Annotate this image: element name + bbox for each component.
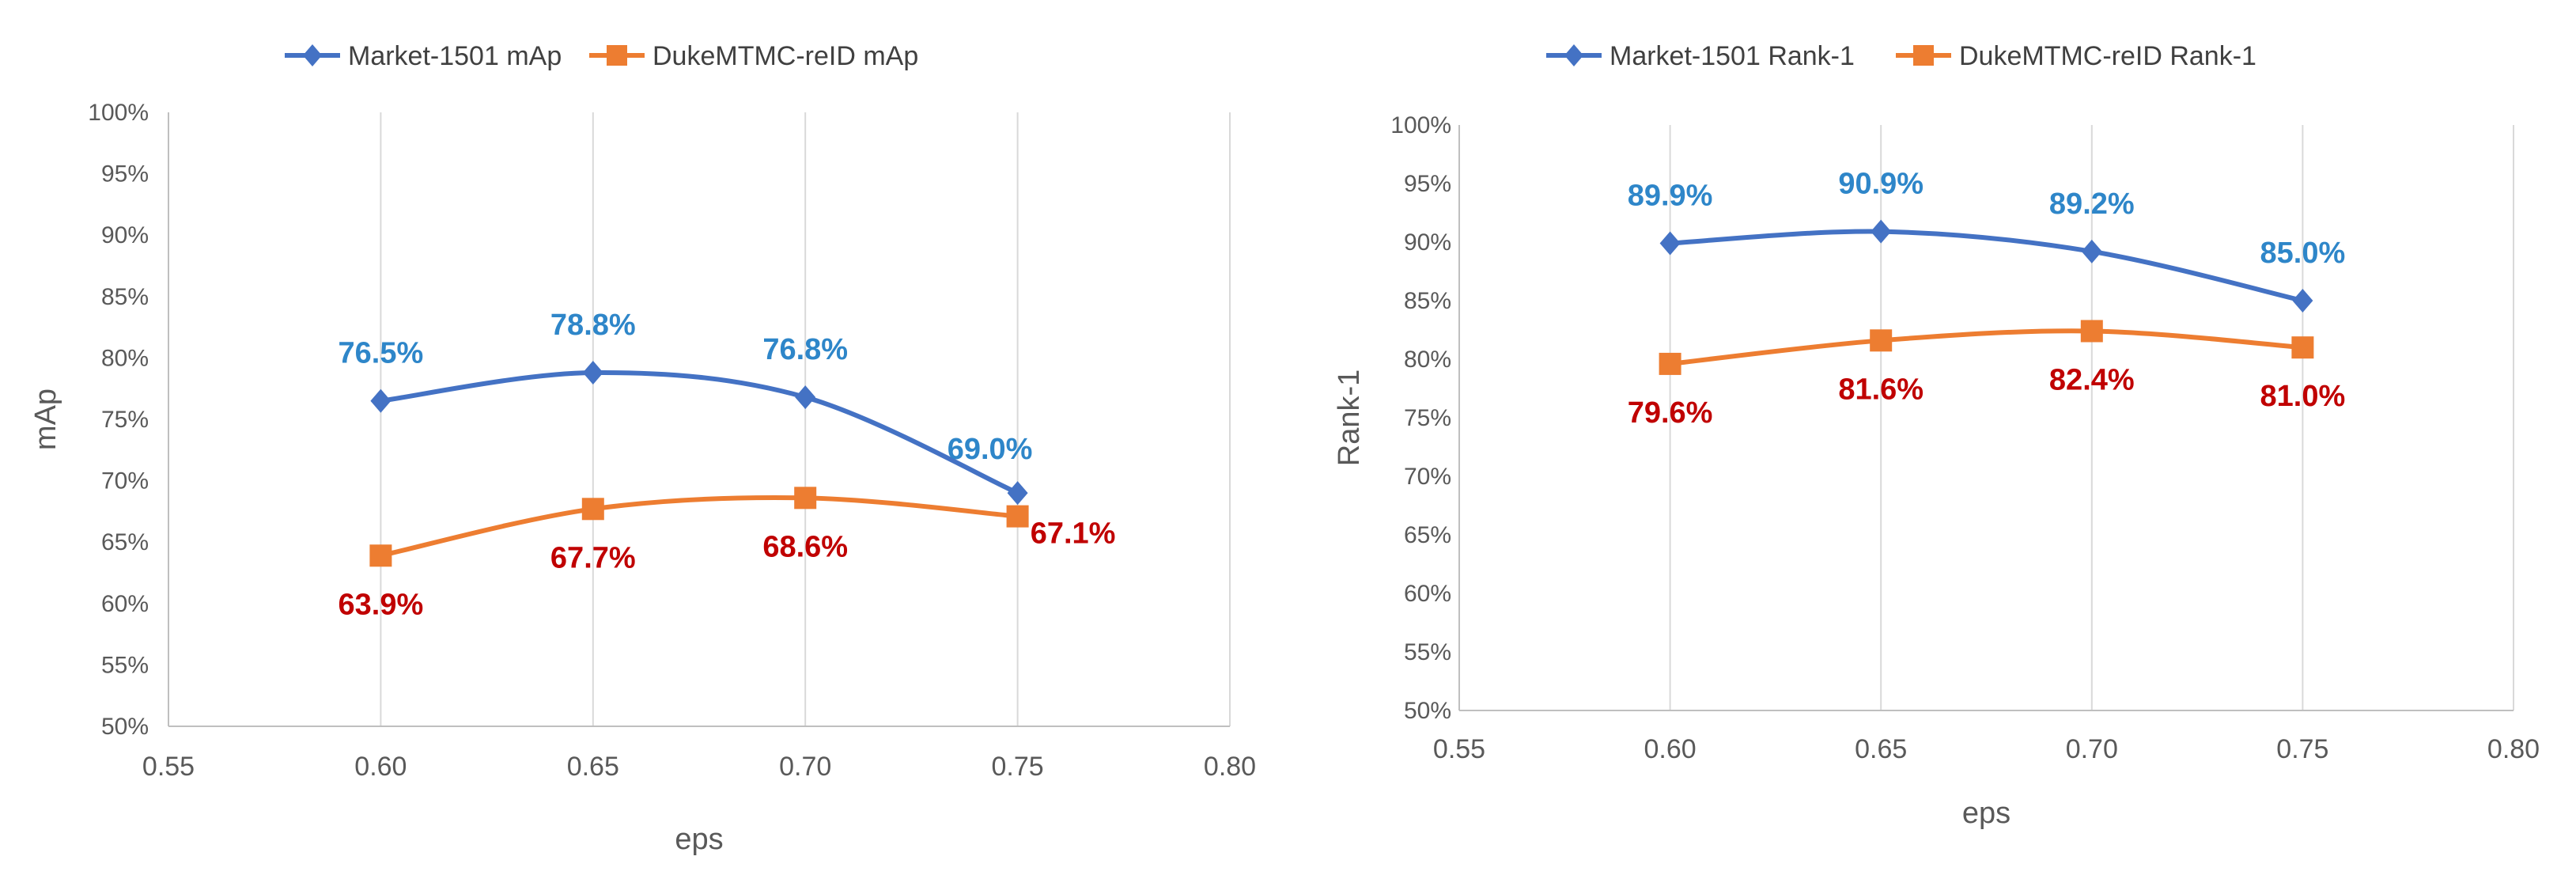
x-axis-title: eps bbox=[675, 823, 723, 856]
data-label: 81.6% bbox=[1838, 373, 1923, 406]
data-label: 63.9% bbox=[339, 588, 424, 621]
y-tick-label: 75% bbox=[1404, 405, 1451, 431]
x-tick-label: 0.80 bbox=[2487, 734, 2540, 764]
legend-item: DukeMTMC-reID Rank-1 bbox=[1896, 41, 2256, 71]
x-tick-label: 0.75 bbox=[2276, 734, 2328, 764]
diamond-marker bbox=[1871, 219, 1892, 244]
y-tick-label: 70% bbox=[1404, 464, 1451, 490]
diamond-marker bbox=[370, 388, 392, 413]
legend-item: Market-1501 mAp bbox=[285, 41, 562, 71]
data-label: 76.5% bbox=[339, 337, 424, 370]
y-tick-label: 50% bbox=[101, 714, 149, 740]
y-tick-label: 85% bbox=[101, 284, 149, 310]
x-axis-title: eps bbox=[1962, 797, 2010, 830]
legend-square-icon bbox=[607, 45, 627, 66]
y-tick-label: 80% bbox=[1404, 347, 1451, 373]
data-label: 89.2% bbox=[2049, 188, 2135, 221]
data-label: 81.0% bbox=[2260, 380, 2346, 413]
series-line-market-1501-rank-1 bbox=[1667, 229, 2306, 303]
y-tick-label: 60% bbox=[101, 591, 149, 617]
x-tick-label: 0.75 bbox=[992, 752, 1044, 782]
square-marker bbox=[1870, 329, 1893, 352]
y-tick-label: 75% bbox=[101, 407, 149, 433]
y-tick-label: 55% bbox=[101, 652, 149, 678]
data-label: 85.0% bbox=[2260, 237, 2346, 270]
diamond-marker bbox=[1007, 481, 1028, 506]
legend-item: Market-1501 Rank-1 bbox=[1546, 41, 1855, 71]
diamond-marker bbox=[2081, 239, 2102, 263]
diamond-marker bbox=[795, 385, 816, 410]
y-tick-label: 100% bbox=[88, 100, 149, 126]
y-tick-label: 95% bbox=[101, 161, 149, 188]
y-tick-label: 65% bbox=[101, 529, 149, 555]
diamond-marker bbox=[1659, 231, 1681, 256]
data-label: 67.7% bbox=[550, 541, 636, 574]
x-tick-label: 0.55 bbox=[142, 752, 195, 782]
y-tick-label: 55% bbox=[1404, 639, 1451, 665]
y-tick-label: 90% bbox=[1404, 229, 1451, 256]
chart-panel-1: 0.55 0.60 0.65 0.70 0.75 0.80 50% 55% 60% 65% 70% 7… bbox=[29, 41, 1256, 856]
legend-label: DukeMTMC-reID mAp bbox=[653, 41, 918, 71]
series-line-market-1501-map bbox=[378, 369, 1020, 496]
data-label: 79.6% bbox=[1628, 396, 1713, 430]
legend-square-icon bbox=[1913, 45, 1934, 66]
y-axis-title: mAp bbox=[29, 388, 62, 450]
y-tick-label: 95% bbox=[1404, 171, 1451, 197]
data-label: 69.0% bbox=[948, 433, 1033, 466]
square-marker bbox=[369, 544, 392, 567]
data-label: 76.8% bbox=[762, 333, 848, 366]
legend-diamond-icon bbox=[1564, 44, 1583, 66]
y-tick-label: 70% bbox=[101, 468, 149, 494]
diamond-marker bbox=[2292, 289, 2313, 313]
y-tick-label: 60% bbox=[1404, 581, 1451, 607]
square-marker bbox=[2291, 336, 2314, 359]
x-tick-label: 0.60 bbox=[354, 752, 407, 782]
legend-label: DukeMTMC-reID Rank-1 bbox=[1959, 41, 2256, 71]
x-tick-label: 0.70 bbox=[2066, 734, 2118, 764]
square-marker bbox=[1006, 505, 1029, 528]
data-label: 67.1% bbox=[1031, 517, 1116, 551]
x-tick-label: 0.70 bbox=[779, 752, 831, 782]
legend-label: Market-1501 mAp bbox=[348, 41, 562, 71]
x-tick-label: 0.65 bbox=[567, 752, 619, 782]
data-label: 78.8% bbox=[550, 309, 636, 342]
y-tick-label: 50% bbox=[1404, 698, 1451, 724]
series-line-dukemtmc-reid-map bbox=[378, 494, 1020, 559]
data-label: 89.9% bbox=[1628, 179, 1713, 212]
legend-diamond-icon bbox=[303, 44, 322, 66]
data-label: 90.9% bbox=[1838, 168, 1923, 201]
y-tick-label: 65% bbox=[1404, 522, 1451, 548]
y-tick-label: 80% bbox=[101, 345, 149, 371]
data-label: 68.6% bbox=[762, 530, 848, 563]
legend-item: DukeMTMC-reID mAp bbox=[589, 41, 918, 71]
x-tick-label: 0.65 bbox=[1855, 734, 1907, 764]
y-tick-label: 85% bbox=[1404, 288, 1451, 314]
y-tick-label: 90% bbox=[101, 222, 149, 248]
chart-panel-2: 0.55 0.60 0.65 0.70 0.75 0.80 50% 55% 60% 65% 70% 7… bbox=[1333, 41, 2540, 830]
x-tick-label: 0.55 bbox=[1433, 734, 1485, 764]
legend-label: Market-1501 Rank-1 bbox=[1610, 41, 1855, 71]
square-marker bbox=[581, 498, 604, 521]
x-tick-label: 0.80 bbox=[1204, 752, 1256, 782]
square-marker bbox=[1659, 352, 1681, 375]
x-tick-label: 0.60 bbox=[1644, 734, 1697, 764]
square-marker bbox=[794, 487, 817, 510]
square-marker bbox=[2080, 320, 2103, 343]
series-line-dukemtmc-reid-rank-1 bbox=[1667, 328, 2306, 366]
diamond-marker bbox=[582, 361, 603, 385]
data-label: 82.4% bbox=[2049, 363, 2135, 396]
y-axis-title: Rank-1 bbox=[1333, 369, 1366, 467]
y-tick-label: 100% bbox=[1390, 112, 1451, 138]
